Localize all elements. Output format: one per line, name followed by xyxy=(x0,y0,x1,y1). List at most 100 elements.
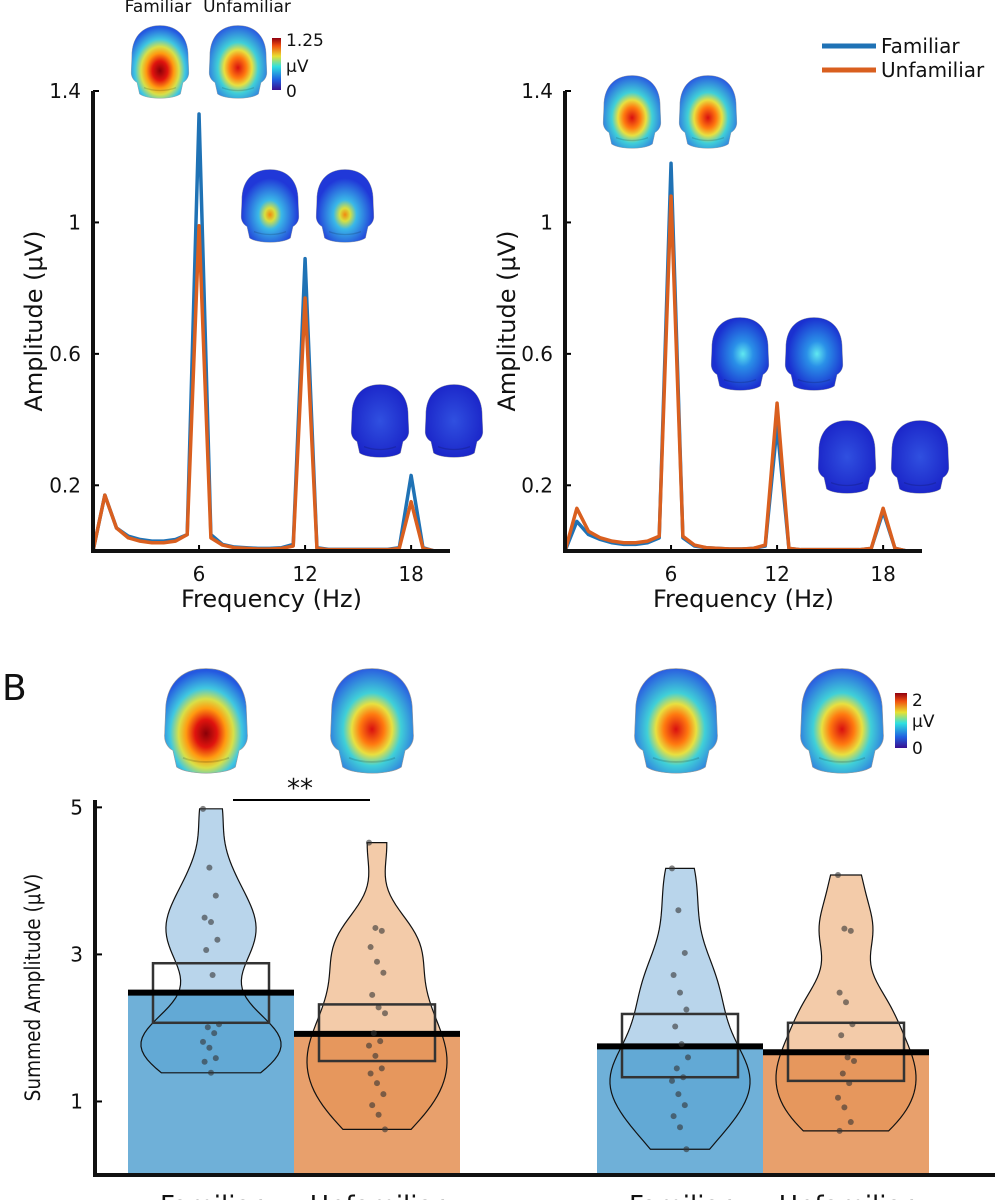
topomap xyxy=(710,316,770,392)
data-point xyxy=(677,989,683,996)
colorbar-label: 0 xyxy=(912,739,923,759)
data-point xyxy=(208,919,214,926)
topomap xyxy=(678,74,738,149)
x-axis-label: Frequency (Hz) xyxy=(653,585,834,613)
x-tick-label: Familiar xyxy=(629,1191,731,1200)
data-point xyxy=(675,1091,682,1098)
y-tick-label: 1.4 xyxy=(49,79,81,103)
data-point xyxy=(680,1074,687,1081)
x-tick-label: 6 xyxy=(665,562,678,586)
data-point xyxy=(380,969,387,976)
data-point xyxy=(369,1102,376,1109)
data-point xyxy=(670,972,677,978)
y-tick-label: 5 xyxy=(70,795,83,819)
x-tick-label: Unfamiliar xyxy=(779,1191,914,1200)
data-point xyxy=(374,958,380,965)
topomap xyxy=(602,74,662,149)
data-point xyxy=(847,927,854,934)
y-tick-label: 1 xyxy=(70,1089,83,1113)
x-axis-label: Frequency (Hz) xyxy=(181,585,362,613)
topomap xyxy=(890,419,950,495)
y-axis-label: Amplitude (μV) xyxy=(493,230,521,411)
colorbar-label: μV xyxy=(286,57,309,77)
data-point xyxy=(382,1010,388,1017)
data-point xyxy=(372,1052,379,1059)
legend-label: Familiar xyxy=(881,34,960,58)
topomap xyxy=(240,168,300,243)
data-point xyxy=(683,1146,690,1153)
colorbar-label: 2 xyxy=(912,691,923,711)
x-tick-label: 12 xyxy=(292,562,317,586)
topomap xyxy=(315,168,375,243)
data-point xyxy=(200,1038,206,1045)
data-point xyxy=(203,947,210,953)
data-point xyxy=(380,1091,387,1098)
data-point xyxy=(839,1070,846,1077)
topomap xyxy=(130,24,190,99)
y-tick-label: 0.6 xyxy=(521,342,553,366)
data-point xyxy=(378,1065,385,1072)
x-tick-label: Unfamiliar xyxy=(310,1191,445,1200)
data-point xyxy=(201,1058,208,1065)
data-point xyxy=(204,1024,211,1031)
data-point xyxy=(374,1080,380,1087)
data-point xyxy=(366,1042,372,1049)
data-point xyxy=(377,1038,384,1045)
data-point xyxy=(382,1126,388,1133)
data-point xyxy=(669,1077,675,1084)
data-point xyxy=(836,989,843,996)
data-point xyxy=(849,1021,856,1028)
data-point xyxy=(678,1041,685,1048)
data-point xyxy=(375,1004,382,1011)
data-point xyxy=(370,1030,377,1037)
data-point xyxy=(673,1065,680,1072)
data-point xyxy=(847,1119,854,1126)
x-tick-label: 18 xyxy=(398,562,423,586)
data-point xyxy=(366,839,372,846)
data-point xyxy=(212,892,219,899)
panel-label: B xyxy=(2,668,27,709)
data-point xyxy=(844,1054,851,1061)
colorbar xyxy=(895,693,907,748)
data-point xyxy=(838,1032,845,1039)
topomap xyxy=(329,667,415,775)
violin-outline xyxy=(775,874,917,1132)
data-point xyxy=(675,907,682,914)
data-point xyxy=(367,944,374,951)
topomap xyxy=(424,383,484,459)
annotation: ** xyxy=(287,774,313,804)
bar xyxy=(763,1052,929,1175)
x-tick-label: 6 xyxy=(193,562,206,586)
data-point xyxy=(367,1070,374,1077)
data-point xyxy=(375,1111,382,1118)
y-tick-label: 0.2 xyxy=(49,473,81,497)
legend-label: Unfamiliar xyxy=(881,58,985,82)
colorbar xyxy=(272,38,281,90)
topomap xyxy=(799,667,885,775)
data-point xyxy=(677,1124,683,1131)
data-point xyxy=(206,864,213,871)
violin-outline xyxy=(140,808,282,1074)
data-point xyxy=(212,1055,219,1062)
data-point xyxy=(669,865,675,872)
topomap-label: Unfamiliar xyxy=(203,0,291,17)
data-point xyxy=(846,1080,853,1087)
data-point xyxy=(214,936,221,943)
topomap xyxy=(350,383,410,459)
data-point xyxy=(201,914,208,921)
data-point xyxy=(843,999,849,1006)
colorbar-label: 1.25 xyxy=(286,31,324,51)
data-point xyxy=(200,805,206,812)
data-point xyxy=(378,927,385,934)
topomap-label: Familiar xyxy=(125,0,192,17)
data-point xyxy=(670,1113,677,1120)
violin-outline xyxy=(609,867,751,1150)
topomap xyxy=(633,667,719,775)
data-point xyxy=(681,1102,688,1109)
data-point xyxy=(835,872,841,878)
colorbar-label: μV xyxy=(912,712,935,732)
topomap xyxy=(163,667,249,775)
y-tick-label: 0.2 xyxy=(521,473,553,497)
data-point xyxy=(216,1021,222,1028)
